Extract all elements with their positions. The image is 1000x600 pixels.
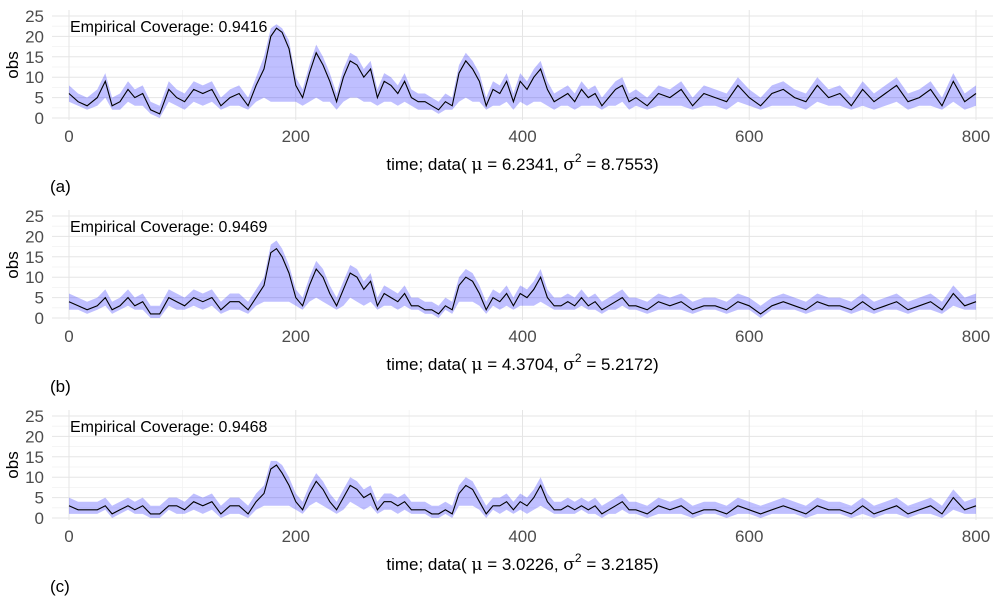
x-tick-label: 200 [282, 527, 310, 546]
prediction-interval-band [69, 24, 976, 119]
sigma-value: = 8.7553) [582, 155, 659, 174]
x-axis-title: time; data( μ = 4.3704, σ2 = 5.2172) [386, 351, 658, 375]
y-tick-label: 15 [25, 448, 44, 467]
empirical-coverage-annotation: Empirical Coverage: 0.9468 [70, 419, 268, 436]
mu-value: = 6.2341, [482, 155, 563, 174]
y-tick-label: 15 [25, 248, 44, 267]
sigma-symbol: σ [563, 355, 575, 375]
x-tick-label: 600 [735, 127, 763, 146]
x-axis-title: time; data( μ = 3.0226, σ2 = 3.2185) [386, 551, 658, 575]
x-tick-label: 200 [282, 327, 310, 346]
panel-tag: (b) [50, 377, 71, 396]
x-tick-label: 400 [508, 327, 536, 346]
observed-series-line [68, 464, 977, 515]
empirical-coverage-annotation: Empirical Coverage: 0.9416 [70, 19, 268, 36]
y-tick-label: 5 [35, 489, 44, 508]
y-tick-label: 20 [25, 427, 44, 446]
prediction-interval-band [69, 460, 976, 518]
x-tick-label: 0 [64, 327, 73, 346]
mu-value: = 3.0226, [482, 555, 563, 574]
x-axis-title-prefix: time; data( [386, 355, 471, 374]
mu-symbol: μ [471, 555, 482, 575]
panel-tag: (a) [50, 177, 71, 196]
y-tick-label: 25 [25, 207, 44, 226]
sigma-exponent: 2 [575, 551, 582, 565]
y-tick-label: 10 [25, 68, 44, 87]
y-tick-label: 25 [25, 407, 44, 426]
y-tick-label: 0 [35, 109, 44, 128]
y-tick-label: 15 [25, 48, 44, 67]
observed-series-line [68, 247, 977, 315]
x-tick-label: 800 [962, 127, 990, 146]
x-axis-title-prefix: time; data( [386, 155, 471, 174]
x-tick-label: 400 [508, 127, 536, 146]
y-tick-label: 25 [25, 7, 44, 26]
x-tick-label: 400 [508, 527, 536, 546]
y-tick-label: 10 [25, 268, 44, 287]
x-tick-label: 800 [962, 527, 990, 546]
y-tick-label: 5 [35, 289, 44, 308]
x-tick-label: 600 [735, 527, 763, 546]
mu-symbol: μ [471, 155, 482, 175]
y-tick-label: 20 [25, 27, 44, 46]
x-tick-label: 0 [64, 127, 73, 146]
x-axis-title-prefix: time; data( [386, 555, 471, 574]
x-tick-label: 600 [735, 327, 763, 346]
empirical-coverage-annotation: Empirical Coverage: 0.9469 [70, 219, 268, 236]
y-axis-title: obs [3, 51, 22, 78]
x-tick-label: 800 [962, 327, 990, 346]
panel-tag: (c) [50, 577, 70, 596]
prediction-interval-band [69, 240, 976, 318]
sigma-symbol: σ [563, 555, 575, 575]
y-tick-label: 0 [35, 309, 44, 328]
sigma-symbol: σ [563, 155, 575, 175]
mu-value: = 4.3704, [482, 355, 563, 374]
sigma-value: = 5.2172) [582, 355, 659, 374]
y-tick-label: 20 [25, 227, 44, 246]
y-tick-label: 10 [25, 468, 44, 487]
x-axis-title: time; data( μ = 6.2341, σ2 = 8.7553) [386, 151, 658, 175]
y-axis-title: obs [3, 251, 22, 278]
sigma-exponent: 2 [575, 351, 582, 365]
x-tick-label: 200 [282, 127, 310, 146]
x-tick-label: 0 [64, 527, 73, 546]
sigma-value: = 3.2185) [582, 555, 659, 574]
y-tick-label: 0 [35, 509, 44, 528]
observed-series-line [68, 27, 977, 115]
sigma-exponent: 2 [575, 151, 582, 165]
y-axis-title: obs [3, 451, 22, 478]
y-tick-label: 5 [35, 89, 44, 108]
mu-symbol: μ [471, 355, 482, 375]
